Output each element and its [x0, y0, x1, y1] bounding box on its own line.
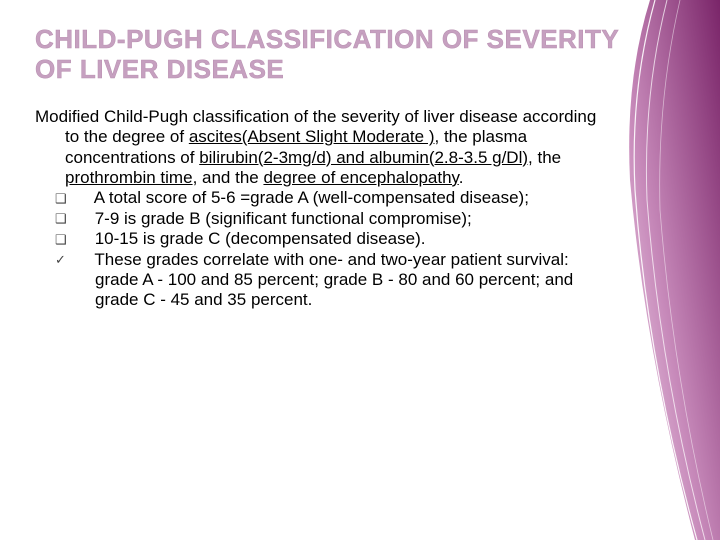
square-bullet-icon: ❑ — [55, 191, 90, 207]
bilirubin-albumin-highlight: bilirubin(2-3mg/d) and albumin(2.8-3.5 g… — [199, 148, 528, 167]
bullet-grade-b: ❑ 7-9 is grade B (significant functional… — [35, 209, 600, 229]
title-line-2: OF LIVER DISEASE — [35, 54, 284, 84]
ascites-highlight: ascites(Absent Slight Moderate ) — [189, 127, 435, 146]
square-bullet-icon: ❑ — [55, 232, 90, 248]
check-icon: ✓ — [55, 252, 90, 268]
body-content: Modified Child-Pugh classification of th… — [35, 107, 685, 311]
bullet-grade-c: ❑ 10-15 is grade C (decompensated diseas… — [35, 229, 600, 249]
slide-title: CHILD-PUGH CLASSIFICATION OF SEVERITY OF… — [35, 25, 685, 85]
intro-paragraph: Modified Child-Pugh classification of th… — [35, 107, 600, 189]
encephalopathy-highlight: degree of encephalopathy — [263, 168, 458, 187]
title-line-1: CHILD-PUGH CLASSIFICATION OF SEVERITY — [35, 24, 619, 54]
square-bullet-icon: ❑ — [55, 211, 90, 227]
bullet-grade-a: ❑ A total score of 5-6 =grade A (well-co… — [35, 188, 600, 208]
prothrombin-highlight: prothrombin time — [65, 168, 193, 187]
bullet-survival: ✓ These grades correlate with one- and t… — [35, 250, 600, 311]
